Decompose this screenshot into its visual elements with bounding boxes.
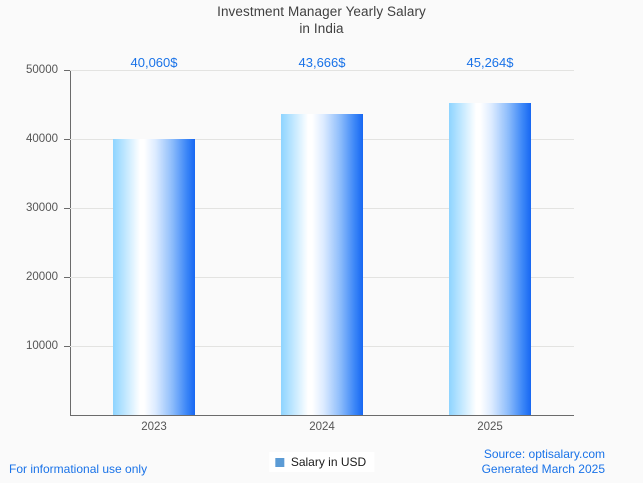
bar[interactable] xyxy=(113,138,195,415)
y-axis-tick-mark xyxy=(64,208,70,209)
y-axis-tick-label: 40000 xyxy=(26,133,58,145)
x-axis-tick-label: 2023 xyxy=(141,421,167,433)
chart-legend[interactable]: Salary in USD xyxy=(268,452,375,472)
bar[interactable] xyxy=(281,113,363,415)
y-axis-tick-mark xyxy=(64,346,70,347)
x-axis-line xyxy=(70,415,574,416)
y-axis-line xyxy=(70,70,71,416)
plot-area xyxy=(70,70,574,415)
y-axis-tick-label: 50000 xyxy=(26,64,58,76)
footer-generated-line: Generated March 2025 xyxy=(481,462,605,476)
chart-title-line-2: in India xyxy=(299,21,344,36)
bar-value-label: 40,060$ xyxy=(130,55,178,70)
y-axis-tick-label: 20000 xyxy=(26,271,58,283)
chart-title-line-1: Investment Manager Yearly Salary xyxy=(217,4,426,19)
y-axis-tick-mark xyxy=(64,139,70,140)
footer-disclaimer: For informational use only xyxy=(9,462,148,476)
y-axis-tick-label: 30000 xyxy=(26,202,58,214)
x-axis-tick-label: 2024 xyxy=(309,421,335,433)
bar-value-label: 43,666$ xyxy=(298,55,346,70)
footer-source-line: Source: optisalary.com xyxy=(483,447,605,461)
chart-title: Investment Manager Yearly Salary in Indi… xyxy=(0,3,643,37)
bar-value-label: 45,264$ xyxy=(466,55,514,70)
legend-swatch-icon xyxy=(274,457,284,467)
x-axis-tick-label: 2025 xyxy=(477,421,503,433)
bar[interactable] xyxy=(449,102,531,415)
footer-source: Source: optisalary.com Generated March 2… xyxy=(482,447,605,477)
gridline xyxy=(70,70,574,71)
y-axis-tick-label: 10000 xyxy=(26,340,58,352)
y-axis-tick-mark xyxy=(64,277,70,278)
legend-item-label: Salary in USD xyxy=(290,455,367,469)
y-axis-tick-mark xyxy=(64,70,70,71)
